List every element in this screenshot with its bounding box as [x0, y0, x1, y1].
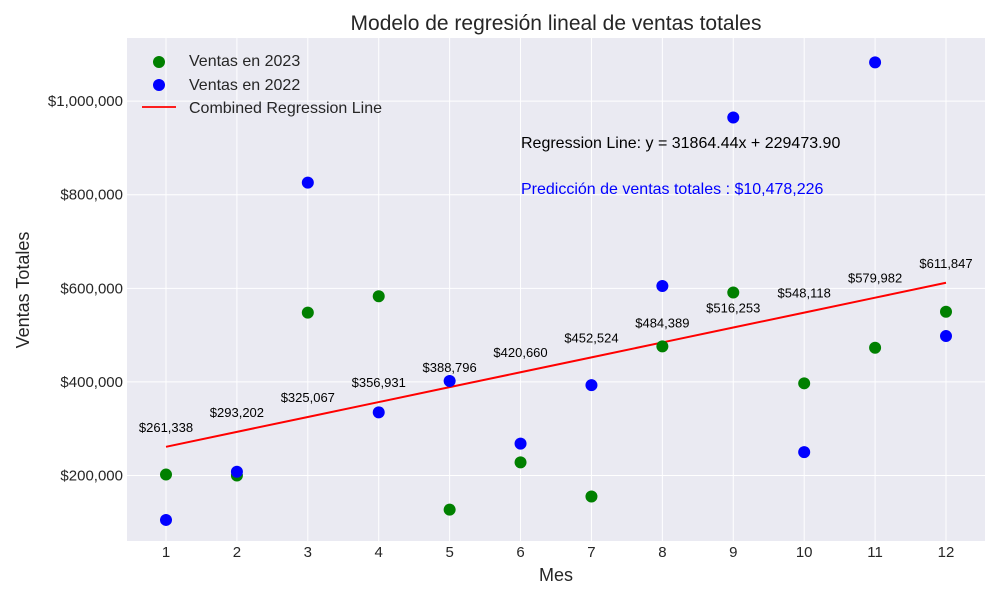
data-point [514, 437, 527, 450]
legend-label-regression: Combined Regression Line [189, 100, 382, 117]
data-point [940, 305, 952, 318]
x-tick-label: 10 [796, 544, 813, 561]
data-point [160, 513, 172, 526]
data-point [656, 340, 669, 353]
x-tick-label: 9 [729, 544, 737, 561]
data-point [869, 56, 882, 69]
data-point [798, 446, 811, 459]
sales-prediction-annotation: Predicción de ventas totales : $10,478,2… [521, 181, 824, 198]
data-point [301, 306, 314, 319]
scatter-points-layer [160, 56, 952, 526]
plot-background [127, 38, 985, 541]
y-tick-label: $400,000 [60, 374, 123, 391]
data-point [514, 456, 527, 469]
regression-value-label: $548,118 [778, 286, 831, 301]
x-tick-labels: 1 2 3 4 5 6 7 8 9 10 11 12 [162, 544, 955, 561]
data-point [798, 377, 811, 390]
regression-value-label: $484,389 [635, 315, 689, 330]
chart-title: Modelo de regresión lineal de ventas tot… [351, 12, 762, 35]
data-point [727, 111, 740, 124]
regression-value-label: $356,931 [352, 375, 406, 390]
data-point [372, 290, 385, 303]
y-tick-label: $600,000 [60, 280, 123, 297]
x-axis-label: Mes [539, 565, 573, 585]
legend: Ventas en 2023 Ventas en 2022 Combined R… [142, 53, 382, 117]
regression-line-layer [165, 281, 947, 448]
regression-value-label: $388,796 [423, 360, 477, 375]
y-tick-label: $1,000,000 [48, 93, 123, 110]
y-tick-label: $800,000 [60, 187, 123, 204]
legend-marker-2023 [153, 56, 165, 68]
x-tick-label: 12 [938, 544, 955, 561]
x-tick-label: 8 [658, 544, 666, 561]
x-tick-label: 2 [233, 544, 241, 561]
regression-value-label: $516,253 [706, 301, 760, 316]
regression-value-labels: $261,338 $293,202 $325,067 $356,931 $388,796… [139, 256, 973, 435]
data-point [230, 465, 243, 478]
data-point [727, 286, 740, 299]
regression-value-label: $452,524 [564, 330, 618, 345]
data-point [160, 468, 172, 481]
regression-line [165, 281, 947, 448]
x-tick-label: 1 [162, 544, 170, 561]
regression-equation-annotation: Regression Line: y = 31864.44x + 229473.… [521, 135, 840, 152]
regression-value-label: $611,847 [919, 256, 972, 271]
data-point [372, 406, 385, 419]
legend-label-2023: Ventas en 2023 [189, 53, 300, 70]
data-point [443, 503, 456, 516]
regression-value-label: $261,338 [139, 420, 193, 435]
y-tick-labels: $200,000 $400,000 $600,000 $800,000 $1,000,0… [48, 93, 123, 484]
data-point [585, 490, 598, 503]
y-axis-label: Ventas Totales [13, 232, 33, 349]
regression-value-label: $293,202 [210, 405, 264, 420]
data-point [301, 176, 314, 189]
x-tick-label: 4 [375, 544, 383, 561]
data-point [656, 279, 669, 292]
regression-value-label: $325,067 [281, 390, 335, 405]
regression-value-label: $420,660 [493, 345, 547, 360]
data-point [869, 341, 882, 354]
series-1 [160, 56, 952, 526]
x-tick-label: 11 [867, 544, 883, 561]
legend-marker-2022 [153, 79, 165, 91]
data-point [585, 379, 598, 392]
data-point [940, 330, 952, 343]
regression-value-label: $579,982 [848, 271, 902, 286]
x-tick-label: 7 [587, 544, 595, 561]
x-tick-label: 6 [516, 544, 524, 561]
y-tick-label: $200,000 [60, 467, 123, 484]
x-tick-label: 5 [445, 544, 453, 561]
data-point [443, 374, 456, 387]
legend-label-2022: Ventas en 2022 [189, 77, 300, 94]
x-tick-label: 3 [304, 544, 312, 561]
